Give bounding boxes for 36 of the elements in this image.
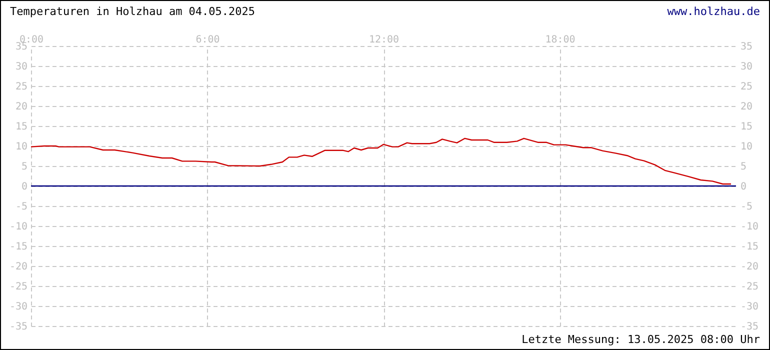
text: Letzte Messung: 13.05.2025 08:00 Uhr xyxy=(522,333,760,346)
y2-tick-label: 35 xyxy=(740,42,753,52)
text: www.holzhau.de xyxy=(667,5,760,18)
y2-tick-label: -25 xyxy=(740,282,759,292)
y2-tick-label: 5 xyxy=(740,162,747,172)
x-tick-label: 12:00 xyxy=(368,34,400,46)
y-tick-label: -15 xyxy=(9,242,28,252)
y-tick-label: 10 xyxy=(15,142,28,152)
y2-tick-label: 15 xyxy=(740,122,753,132)
y-tick-label: -30 xyxy=(9,302,28,312)
y2-tick-label: -30 xyxy=(740,302,759,312)
y-tick-label: 30 xyxy=(15,62,28,72)
chart-title: Temperaturen in Holzhau am 04.05.2025 xyxy=(10,5,256,18)
y2-tick-label: 0 xyxy=(740,182,747,192)
y-tick-label: -20 xyxy=(9,262,28,272)
y-tick-label: -35 xyxy=(9,322,28,332)
y2-tick-label: 10 xyxy=(740,142,753,152)
y-tick-label: 20 xyxy=(15,102,28,112)
y2-tick-label: -15 xyxy=(740,242,759,252)
x-tick-label: 6:00 xyxy=(196,34,220,46)
y-tick-label: 25 xyxy=(15,82,28,92)
y2-tick-label: -5 xyxy=(740,202,753,212)
y-tick-label: 0 xyxy=(21,182,28,192)
y-tick-label: -10 xyxy=(9,222,28,232)
line-series xyxy=(30,138,732,185)
y2-tick-label: -35 xyxy=(740,322,759,332)
y-tick-label: -5 xyxy=(15,202,28,212)
y2-tick-label: 30 xyxy=(740,62,753,72)
y2-tick-label: -10 xyxy=(740,222,759,232)
y-tick-label: 15 xyxy=(15,122,28,132)
y-tick-label: 5 xyxy=(21,162,28,172)
x-tick-label: 18:00 xyxy=(545,34,576,46)
y2-tick-label: -20 xyxy=(740,262,759,272)
y2-tick-label: 20 xyxy=(740,102,753,112)
y-tick-label: -25 xyxy=(9,282,28,292)
y2-tick-label: 25 xyxy=(740,82,753,92)
